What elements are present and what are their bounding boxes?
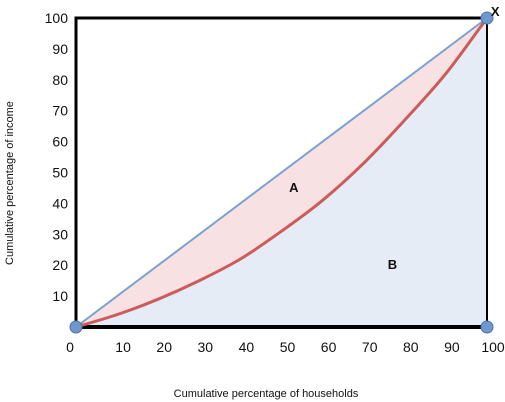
y-tick-label: 80 — [52, 72, 68, 88]
annotation-b: B — [388, 257, 397, 272]
annotation-x: X — [491, 4, 500, 19]
x-tick-label: 40 — [239, 339, 255, 355]
x-tick-label: 30 — [198, 339, 214, 355]
x-tick-label: 0 — [66, 339, 74, 355]
y-tick-label: 50 — [52, 165, 68, 181]
plot-frame — [74, 16, 488, 329]
y-tick-label: 70 — [52, 103, 68, 119]
y-tick-label: 60 — [52, 134, 68, 150]
x-tick-label: 60 — [321, 339, 337, 355]
x-tick-label: 50 — [280, 339, 296, 355]
endpoint-marker — [69, 320, 83, 334]
chart-lines — [75, 17, 489, 329]
x-axis-ticks: 0 10 20 30 40 50 60 70 80 90 100 — [66, 339, 505, 355]
equality-line — [75, 17, 488, 328]
region-annotations: A B X — [289, 4, 500, 272]
y-tick-label: 90 — [52, 41, 68, 57]
x-tick-label: 80 — [403, 339, 419, 355]
endpoint-markers — [69, 11, 494, 334]
x-tick-label: 10 — [115, 339, 131, 355]
y-tick-label: 100 — [45, 10, 69, 26]
lorenz-curve — [75, 17, 489, 329]
x-tick-label: 70 — [362, 339, 378, 355]
area-b — [76, 18, 487, 327]
endpoint-marker — [480, 320, 494, 334]
x-tick-label: 20 — [156, 339, 172, 355]
x-tick-label: 100 — [481, 339, 505, 355]
y-tick-label: 40 — [52, 195, 68, 211]
endpoint-marker — [480, 11, 494, 25]
y-axis-ticks: 10 20 30 40 50 60 70 80 90 100 — [45, 10, 69, 304]
x-tick-label: 90 — [444, 339, 460, 355]
y-tick-label: 30 — [52, 226, 68, 242]
y-tick-label: 10 — [52, 288, 68, 304]
y-axis-label: Cumulative percentage of income — [4, 101, 16, 265]
annotation-a: A — [289, 180, 299, 195]
y-tick-label: 20 — [52, 257, 68, 273]
x-axis-label: Cumulative percentage of households — [174, 388, 359, 400]
